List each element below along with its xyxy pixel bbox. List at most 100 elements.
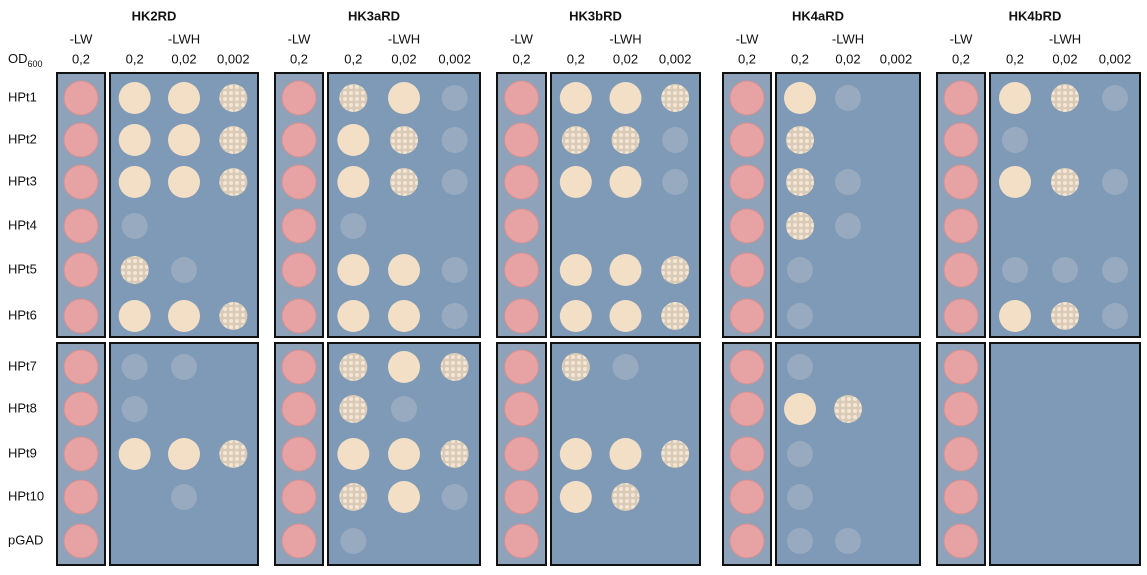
colony (340, 528, 367, 554)
colony (661, 84, 690, 112)
colony (787, 257, 813, 283)
concentration: 0,02 (1052, 51, 1077, 66)
colony (559, 438, 592, 470)
colony (784, 393, 816, 425)
colony (337, 166, 370, 198)
row-label: HPt5 (8, 261, 37, 276)
colony (340, 213, 367, 239)
row-label: HPt2 (8, 131, 37, 146)
concentration: 0,2 (791, 51, 809, 66)
concentration: 0,2 (738, 51, 756, 66)
colony (943, 349, 979, 385)
colony (219, 168, 248, 196)
colony (559, 481, 592, 513)
colony (1102, 169, 1128, 195)
medium-label: -LWH (168, 31, 200, 46)
colony (662, 127, 689, 153)
plate-lwh (550, 72, 701, 338)
concentration: 0,002 (1099, 51, 1132, 66)
plate-lw (936, 72, 986, 338)
colony (390, 168, 418, 196)
colony (441, 85, 468, 111)
colony (63, 349, 99, 385)
colony (835, 169, 861, 195)
colony (390, 126, 418, 154)
colony (1051, 168, 1079, 196)
colony (504, 523, 539, 559)
colony (559, 82, 592, 114)
colony (281, 523, 317, 559)
medium-label: -LWH (1049, 31, 1081, 46)
colony (219, 126, 248, 154)
colony (281, 122, 317, 158)
colony (787, 303, 813, 329)
colony (661, 256, 690, 284)
colony (729, 298, 765, 334)
colony (168, 300, 200, 332)
colony (337, 254, 370, 286)
od-subscript: 600 (28, 59, 43, 69)
panel-title: HK2RD (132, 8, 177, 23)
colony (388, 300, 420, 332)
colony (440, 440, 469, 468)
colony (281, 349, 317, 385)
colony (609, 166, 642, 198)
colony (171, 484, 197, 510)
colony (337, 438, 370, 470)
medium-label: -LW (288, 31, 312, 46)
plate-lw (722, 72, 772, 338)
colony (441, 257, 468, 283)
colony (168, 166, 200, 198)
colony (943, 523, 979, 559)
colony (63, 436, 99, 472)
colony (999, 166, 1031, 198)
colony (561, 126, 590, 154)
colony (171, 354, 197, 380)
colony (1102, 303, 1128, 329)
plate-lw (56, 72, 106, 338)
colony (121, 213, 148, 239)
colony (219, 302, 248, 330)
colony (999, 82, 1031, 114)
colony (63, 298, 99, 334)
colony (787, 528, 813, 554)
concentration: 0,2 (344, 51, 362, 66)
colony (786, 212, 814, 240)
colony (609, 300, 642, 332)
row-label: HPt8 (8, 400, 37, 415)
colony (786, 168, 814, 196)
plate-lwh (775, 72, 921, 338)
concentration: 0,002 (880, 51, 913, 66)
plate-lwh (327, 72, 481, 338)
colony (63, 523, 99, 559)
colony (729, 80, 765, 116)
colony (835, 85, 861, 111)
concentration: 0,2 (290, 51, 308, 66)
colony (281, 164, 317, 200)
panel-title: HK4aRD (792, 8, 844, 23)
colony (787, 354, 813, 380)
medium-label: -LW (70, 31, 94, 46)
concentration: 0,02 (171, 51, 196, 66)
colony (388, 481, 420, 513)
medium-label: -LW (736, 31, 760, 46)
colony (729, 391, 765, 427)
colony (1051, 84, 1079, 112)
row-label: pGAD (8, 532, 43, 547)
colony (63, 80, 99, 116)
plate-lwh (989, 342, 1141, 566)
panel-title: HK3bRD (569, 8, 622, 23)
plate-lwh (109, 72, 259, 338)
colony (441, 169, 468, 195)
row-label: HPt6 (8, 307, 37, 322)
colony (118, 82, 151, 114)
colony (440, 353, 469, 381)
colony (504, 80, 539, 116)
colony (63, 122, 99, 158)
concentration: 0,002 (438, 51, 471, 66)
colony (729, 479, 765, 515)
colony (63, 164, 99, 200)
colony (168, 82, 200, 114)
colony (171, 257, 197, 283)
colony (504, 436, 539, 472)
